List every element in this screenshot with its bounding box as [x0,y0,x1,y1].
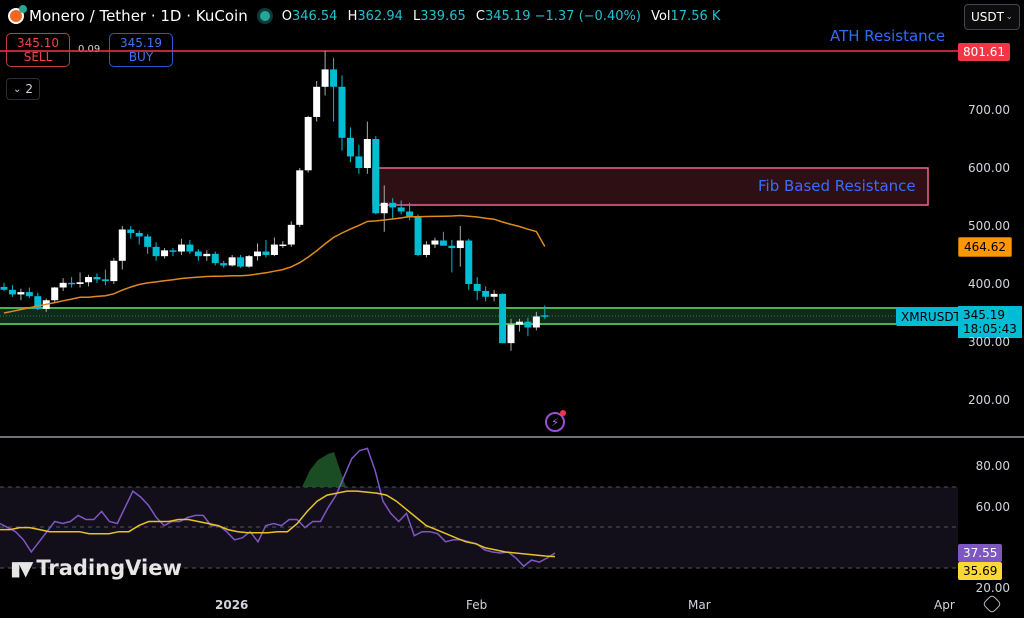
tradingview-logo-icon: ▮▼ [10,556,33,580]
tradingview-logo: ▮▼ TradingView [10,556,182,580]
sell-button[interactable]: 345.10 SELL [6,33,70,67]
symbol-title[interactable]: Monero / Tether · 1D · KuCoin [29,7,248,25]
chevron-down-icon: ⌄ [1005,12,1013,22]
currency-select[interactable]: USDT ⌄ [964,4,1020,30]
time-tick: Feb [466,598,488,612]
time-tick: 2026 [215,598,249,612]
last-price-tag: 345.19 18:05:43 [958,306,1022,338]
market-open-icon [259,11,270,21]
rsi-ma-value-tag: 35.69 [958,562,1003,580]
rsi-value-tag: 37.55 [958,544,1003,562]
chevron-down-icon: ⌄ [12,83,22,95]
price-tick: 700.00 [968,103,1010,117]
fib-resistance-label: Fib Based Resistance [758,177,916,195]
indicators-collapse-button[interactable]: ⌄ 2 [6,78,40,100]
price-tick: 500.00 [968,219,1010,233]
price-tick: 300.00 [968,335,1010,349]
price-tick: 200.00 [968,393,1010,407]
chart-header: Monero / Tether · 1D · KuCoin O346.54 H3… [0,0,960,32]
ma-price-tag: 464.62 [958,237,1012,257]
spread-value: 0.09 [78,44,101,55]
price-tick: 600.00 [968,161,1010,175]
monero-logo-icon [8,5,27,24]
rsi-tick: 80.00 [975,459,1010,473]
price-tick: 400.00 [968,277,1010,291]
ath-resistance-label: ATH Resistance [830,27,946,45]
notification-dot [560,410,566,416]
rsi-tick: 20.00 [975,581,1010,595]
ath-price-tag: 801.61 [958,43,1010,61]
ohlc-values: O346.54 H362.94 L339.65 C345.19 −1.37 (−… [281,8,721,24]
time-tick: Mar [688,598,711,612]
buy-button[interactable]: 345.19 BUY [109,33,173,67]
bar-countdown: 18:05:43 [963,322,1017,336]
lightning-alert-icon[interactable]: ⚡ [545,412,565,432]
time-tick: Apr [934,598,955,612]
rsi-tick: 60.00 [975,500,1010,514]
symbol-tag: XMRUSDT [896,308,966,326]
